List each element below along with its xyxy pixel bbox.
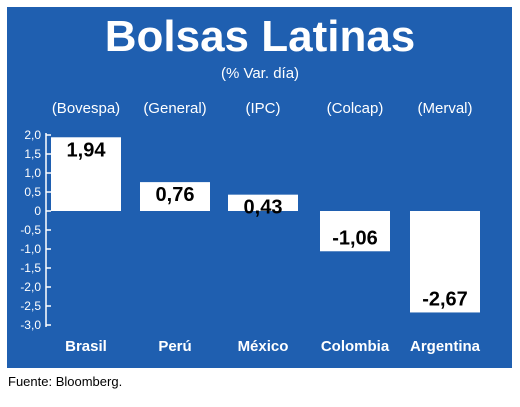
y-axis: 2,0 1,5 1,0 0,5 0 -0,5 -1,0 -1,5 -2,0 -2,5 -3,0 [20,128,51,332]
y-tick-label: -1,5 [20,261,41,275]
y-tick-label: 1,0 [24,166,41,180]
bar [410,211,480,313]
chart-title: Bolsas Latinas [105,12,416,61]
chart-subtitle: (% Var. día) [221,65,299,82]
x-axis: Brasil Perú México Colombia Argentina [65,338,481,355]
value-label: 0,43 [244,197,283,219]
value-label: -2,67 [422,288,468,310]
y-tick-label: 0,5 [24,185,41,199]
bar [228,194,298,211]
index-label: (IPC) [246,100,281,117]
value-label: 1,94 [67,139,107,161]
bar [320,211,390,252]
category-label: México [238,338,289,355]
y-tick-label: 2,0 [24,128,41,142]
value-label: -1,06 [332,227,378,249]
y-tick-label: -2,0 [20,280,41,294]
index-label: (General) [143,100,206,117]
chart-panel: Bolsas Latinas (% Var. día) (Bovespa) (Ge… [7,7,512,368]
index-label: (Merval) [418,100,473,117]
index-label: (Bovespa) [52,100,120,117]
index-labels: (Bovespa) (General) (IPC) (Colcap) (Merval) [52,100,473,117]
y-tick-label: -3,0 [20,318,41,332]
source-note: Fuente: Bloomberg. [8,374,123,389]
y-tick-label: -1,0 [20,242,41,256]
bar [140,182,210,211]
index-label: (Colcap) [327,100,384,117]
y-tick-label: -0,5 [20,223,41,237]
value-labels: 1,94 0,76 0,43 -1,06 -2,67 [67,139,468,310]
y-tick-label: 1,5 [24,147,41,161]
category-label: Brasil [65,338,107,355]
category-label: Colombia [321,338,390,355]
bar-chart: Bolsas Latinas (% Var. día) (Bovespa) (Ge… [20,12,481,355]
y-tick-label: 0 [34,204,41,218]
value-label: 0,76 [156,184,195,206]
bar [51,137,121,211]
bars [51,137,480,313]
category-label: Perú [158,338,191,355]
y-tick-label: -2,5 [20,299,41,313]
category-label: Argentina [410,338,481,355]
